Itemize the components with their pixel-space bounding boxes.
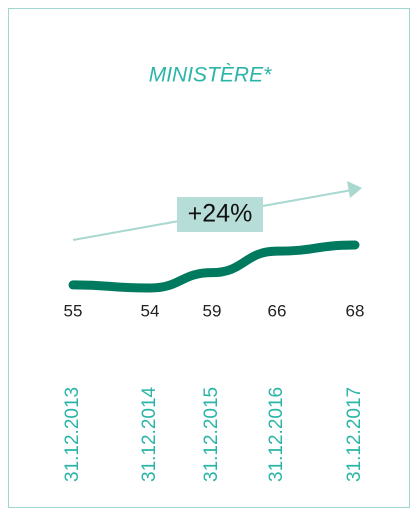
x-tick-label: 31.12.2013	[62, 387, 83, 482]
annotation-box	[177, 197, 263, 232]
value-label: 68	[346, 301, 365, 320]
value-label: 54	[141, 301, 160, 320]
x-tick-label: 31.12.2014	[139, 386, 160, 482]
annotation: +24%	[188, 200, 253, 228]
arrow-head	[347, 181, 362, 198]
frame	[8, 8, 410, 508]
value-label: 66	[268, 301, 287, 320]
chart-title: MINISTÈRE*	[149, 64, 272, 87]
x-tick-label: 31.12.2017	[344, 387, 365, 482]
x-tick-label: 31.12.2016	[266, 387, 287, 482]
line	[68, 240, 360, 293]
x-tick-label: 31.12.2015	[201, 387, 222, 482]
value-label: 59	[203, 301, 222, 320]
value-label: 55	[64, 301, 83, 320]
